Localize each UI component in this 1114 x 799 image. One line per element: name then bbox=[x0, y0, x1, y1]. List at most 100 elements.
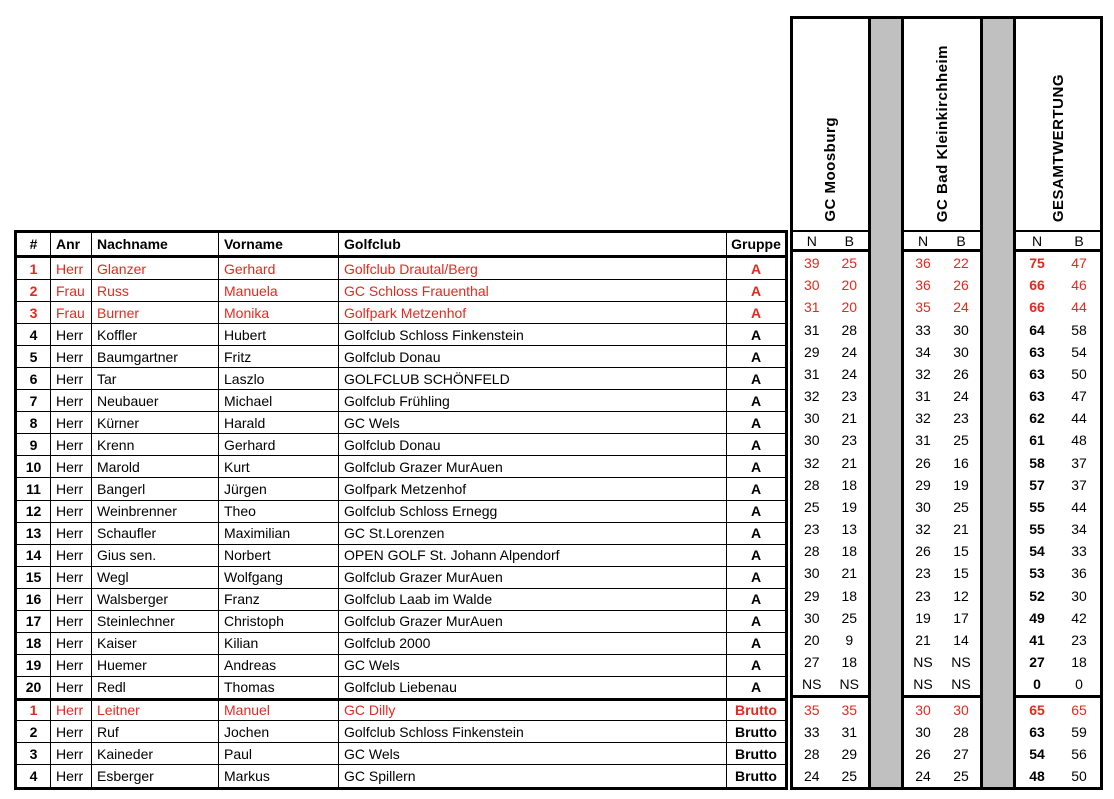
cell-golfclub: Golfclub Liebenau bbox=[339, 676, 727, 699]
cell-nachname: Bangerl bbox=[92, 478, 219, 501]
brutto-value: 31 bbox=[841, 723, 858, 740]
cell-anr: Herr bbox=[51, 632, 92, 655]
brutto-value: 18 bbox=[841, 587, 858, 604]
cell-anr: Herr bbox=[51, 765, 92, 788]
netto-value: 36 bbox=[915, 255, 931, 272]
brutto-value: 21 bbox=[841, 565, 858, 582]
cell-golfclub: Golfclub Schloss Ernegg bbox=[339, 500, 727, 523]
netto-value: 65 bbox=[1029, 701, 1045, 718]
cell-pos: 10 bbox=[17, 456, 51, 479]
netto-value: 29 bbox=[803, 343, 820, 360]
cell-golfclub: GC Dilly bbox=[339, 698, 727, 721]
netto-value: 21 bbox=[915, 632, 931, 648]
netto-value: 23 bbox=[915, 587, 931, 604]
score-row: 48 50 bbox=[1016, 765, 1100, 787]
cell-pos: 7 bbox=[17, 390, 51, 413]
table-row: 16 Herr Walsberger Franz Golfclub Laab im Wa… bbox=[17, 588, 785, 611]
cell-golfclub: GC St.Lorenzen bbox=[339, 522, 727, 545]
score-row: 31 25 bbox=[904, 429, 980, 451]
cell-golfclub: GC Wels bbox=[339, 412, 727, 435]
brutto-value: 18 bbox=[841, 476, 858, 493]
score-row: 21 14 bbox=[904, 629, 980, 651]
cell-vorname: Andreas bbox=[219, 654, 339, 677]
brutto-value: 44 bbox=[1071, 299, 1087, 316]
brutto-value: 44 bbox=[1071, 410, 1087, 427]
table-row: 11 Herr Bangerl Jürgen Golfpark Metzenhof A bbox=[17, 478, 785, 501]
score-row: 65 65 bbox=[1016, 695, 1100, 720]
brutto-value: 27 bbox=[953, 745, 969, 762]
score-row: 32 23 bbox=[904, 407, 980, 429]
cell-gruppe: A bbox=[727, 545, 785, 567]
netto-value: 48 bbox=[1029, 768, 1045, 785]
brutto-value: 50 bbox=[1071, 768, 1087, 785]
brutto-value: 25 bbox=[953, 432, 969, 449]
netto-value: NS bbox=[913, 676, 933, 693]
score-row: 20 9 bbox=[793, 629, 868, 651]
brutto-value: 9 bbox=[845, 632, 854, 648]
score-block: GC Moosburg N B 39 25 30 20 31 20 31 28 29 24 31 24… bbox=[790, 16, 871, 790]
netto-value: 53 bbox=[1029, 565, 1045, 582]
cell-nachname: Wegl bbox=[92, 566, 219, 589]
brutto-value: 24 bbox=[953, 299, 969, 316]
score-row: 31 24 bbox=[904, 385, 980, 407]
cell-nachname: Burner bbox=[92, 302, 219, 325]
cell-nachname: Tar bbox=[92, 368, 219, 391]
score-block-label-wrap: GC Bad Kleinkirchheim bbox=[904, 19, 980, 230]
spacer-strip bbox=[871, 16, 901, 790]
cell-vorname: Harald bbox=[219, 412, 339, 435]
brutto-value: 13 bbox=[841, 521, 858, 538]
brutto-value: NS bbox=[951, 654, 971, 671]
brutto-value: 65 bbox=[1071, 701, 1087, 718]
cell-nachname: Neubauer bbox=[92, 390, 219, 413]
brutto-value: 50 bbox=[1071, 365, 1087, 382]
score-block-label-wrap: GESAMTWERTUNG bbox=[1016, 19, 1100, 230]
netto-value: 66 bbox=[1029, 277, 1045, 294]
netto-value: 30 bbox=[803, 565, 820, 582]
netto-value: 58 bbox=[1029, 454, 1045, 471]
score-row: 31 24 bbox=[793, 363, 868, 385]
netto-value: 32 bbox=[803, 388, 820, 405]
score-row: 25 19 bbox=[793, 496, 868, 518]
cell-golfclub: GC Wels bbox=[339, 743, 727, 766]
cell-vorname: Franz bbox=[219, 588, 339, 611]
cell-anr: Herr bbox=[51, 566, 92, 589]
score-row: 66 46 bbox=[1016, 274, 1100, 296]
netto-value: 20 bbox=[803, 632, 820, 648]
score-row: 66 44 bbox=[1016, 296, 1100, 318]
netto-value: 57 bbox=[1029, 476, 1045, 493]
cell-gruppe: A bbox=[727, 677, 785, 699]
cell-anr: Frau bbox=[51, 302, 92, 325]
score-row: 29 19 bbox=[904, 474, 980, 496]
score-row: 27 18 bbox=[1016, 651, 1100, 673]
cell-golfclub: Golfclub Grazer MurAuen bbox=[339, 566, 727, 589]
cell-gruppe: A bbox=[727, 258, 785, 281]
table-row: 3 Herr Kaineder Paul GC Wels Brutto bbox=[17, 743, 785, 766]
score-row: 26 15 bbox=[904, 540, 980, 562]
score-row: 64 58 bbox=[1016, 319, 1100, 341]
cell-anr: Herr bbox=[51, 258, 92, 281]
cell-anr: Herr bbox=[51, 456, 92, 479]
table-row: 14 Herr Gius sen. Norbert OPEN GOLF St. Joha… bbox=[17, 544, 785, 567]
cell-anr: Herr bbox=[51, 743, 92, 766]
netto-value: 63 bbox=[1029, 343, 1045, 360]
table-row: 8 Herr Kürner Harald GC Wels A bbox=[17, 412, 785, 435]
score-rows: 36 22 36 26 35 24 33 30 34 30 32 26 31 24 32 23 31 25 26 16… bbox=[904, 252, 980, 787]
cell-nachname: Leitner bbox=[92, 698, 219, 721]
score-row: 30 23 bbox=[793, 429, 868, 451]
netto-value: 62 bbox=[1029, 410, 1045, 427]
netto-value: 54 bbox=[1029, 745, 1045, 762]
brutto-value: 19 bbox=[953, 476, 969, 493]
cell-nachname: Walsberger bbox=[92, 588, 219, 611]
netto-value: 31 bbox=[915, 432, 931, 449]
netto-value: 55 bbox=[1029, 521, 1045, 538]
spacer-strip bbox=[983, 16, 1013, 790]
netto-value: 30 bbox=[803, 609, 820, 626]
table-row: 12 Herr Weinbrenner Theo Golfclub Schloss Er… bbox=[17, 500, 785, 523]
netto-value: 32 bbox=[915, 521, 931, 538]
cell-gruppe: A bbox=[727, 611, 785, 633]
netto-value: 27 bbox=[1029, 654, 1045, 671]
cell-vorname: Manuela bbox=[219, 280, 339, 303]
score-row: 36 22 bbox=[904, 252, 980, 274]
cell-gruppe: A bbox=[727, 280, 785, 303]
